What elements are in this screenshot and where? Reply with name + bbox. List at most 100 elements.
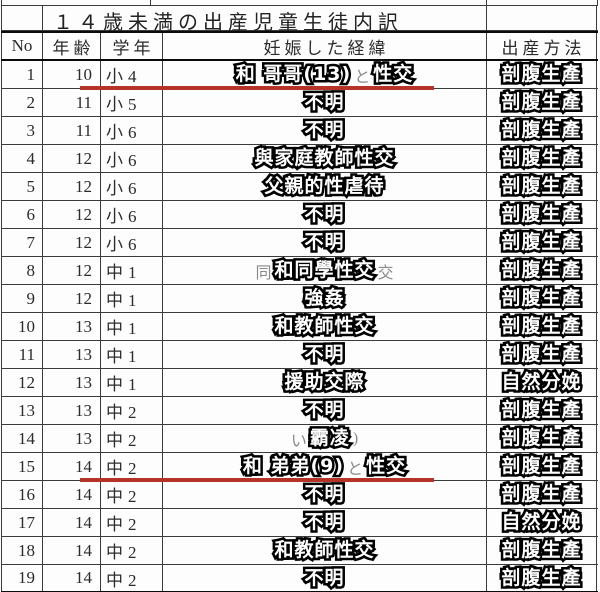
red-underline [80, 478, 434, 482]
method-overlay-text: 剖腹生產 [499, 230, 583, 254]
cause-ghost-text: 同 [255, 264, 272, 282]
cell-age: 12 [43, 145, 101, 172]
cell-method: 剖腹生產 [487, 341, 597, 368]
cell-method: 自然分娩 [487, 369, 597, 396]
cell-no: 15 [1, 453, 43, 480]
cell-age: 14 [43, 537, 101, 564]
method-overlay-text: 剖腹生產 [499, 202, 583, 226]
cell-method: 剖腹生產 [487, 313, 597, 340]
cell-no: 3 [1, 117, 43, 144]
cell-cause: 援助交際 [163, 369, 487, 396]
method-overlay-text: 剖腹生產 [499, 258, 583, 282]
cause-overlay-text: 和同學性交 [272, 258, 376, 282]
table-row: 10 13 中1 和教師性交 剖腹生產 [1, 313, 598, 341]
method-overlay-text: 剖腹生產 [499, 118, 583, 142]
cause-overlay-text: 父親的性虐待 [262, 174, 386, 198]
cause-overlay-text: 霸凌 [307, 426, 351, 450]
cell-grade: 小6 [101, 145, 163, 172]
cell-age: 13 [43, 425, 101, 452]
cell-cause: 不明 [163, 509, 487, 536]
title-left-empty-cell [1, 6, 43, 35]
cell-no: 17 [1, 509, 43, 536]
cell-cause: 和 哥哥(13) と性交 [163, 61, 487, 88]
cell-grade: 中1 [101, 341, 163, 368]
cell-age: 13 [43, 313, 101, 340]
cell-cause: 不明 [163, 565, 487, 591]
cell-no: 14 [1, 425, 43, 452]
cell-age: 10 [43, 61, 101, 88]
cell-grade: 中2 [101, 397, 163, 424]
cell-age: 12 [43, 229, 101, 256]
table-row: 3 11 小6 不明 剖腹生產 [1, 117, 598, 145]
cell-cause: 不明 [163, 89, 487, 116]
cell-no: 18 [1, 537, 43, 564]
cropped-row-top [1, 0, 598, 6]
cell-grade: 中1 [101, 313, 163, 340]
title-row: １４歳未満の出産児童生徒内訳 [1, 6, 598, 35]
cause-ghost-text: い [290, 432, 307, 450]
cell-age: 12 [43, 173, 101, 200]
cell-grade: 中1 [101, 369, 163, 396]
cell-no: 11 [1, 341, 43, 368]
cause-ghost-text: ) [352, 429, 359, 447]
table-row: 1 10 小4 和 哥哥(13) と性交 剖腹生產 [1, 61, 598, 90]
cell-cause: 不明 [163, 201, 487, 228]
cell-no: 12 [1, 369, 43, 396]
cause-overlay-text: 與家庭教師性交 [252, 146, 396, 170]
cell-cause: 同和同學性交交 [163, 257, 487, 284]
cell-grade: 中2 [101, 425, 163, 452]
cause-ghost-text: 交 [377, 264, 394, 282]
cell-age: 13 [43, 369, 101, 396]
table-row: 9 12 中1 強姦 剖腹生產 [1, 285, 598, 313]
header-no: No [1, 33, 43, 59]
cell-method: 剖腹生產 [487, 565, 597, 591]
cause-overlay-text: 性交 [364, 454, 408, 478]
table-row: 8 12 中1 同和同學性交交 剖腹生產 [1, 257, 598, 285]
method-overlay-text: 剖腹生產 [499, 146, 583, 170]
cell-age: 13 [43, 397, 101, 424]
method-overlay-text: 剖腹生產 [499, 342, 583, 366]
table-row: 14 13 中2 い霸凌) 剖腹生產 [1, 425, 598, 453]
cell-grade: 小6 [101, 201, 163, 228]
cause-ghost-text: と [354, 68, 371, 86]
cell-cause: い霸凌) [163, 425, 487, 452]
cell-method: 自然分娩 [487, 509, 597, 536]
header-age: 年齢 [43, 33, 101, 59]
cell-method: 剖腹生產 [487, 425, 597, 452]
table-row: 4 12 小6 與家庭教師性交 剖腹生產 [1, 145, 598, 173]
cause-overlay-text: 和教師性交 [272, 314, 376, 338]
method-overlay-text: 剖腹生產 [499, 482, 583, 506]
cause-overlay-text: 不明 [302, 510, 346, 534]
cell-method: 剖腹生產 [487, 201, 597, 228]
cell-no: 19 [1, 565, 43, 591]
table-row: 15 14 中2 和 弟弟(9) と性交 剖腹生產 [1, 453, 598, 482]
cropped-cell [1, 0, 151, 5]
cell-grade: 中2 [101, 453, 163, 480]
red-underline [80, 86, 434, 90]
cell-grade: 小6 [101, 229, 163, 256]
cell-age: 12 [43, 201, 101, 228]
cell-cause: 與家庭教師性交 [163, 145, 487, 172]
cause-overlay-text: 和 弟弟(9) [240, 454, 345, 478]
header-grade: 学年 [101, 33, 163, 59]
cause-overlay-text: 不明 [302, 342, 346, 366]
table-body: 1 10 小4 和 哥哥(13) と性交 剖腹生產 2 11 小5 不明 剖腹生產… [1, 61, 598, 592]
table-row: 19 14 中2 不明 剖腹生產 [1, 565, 598, 592]
cause-overlay-text: 不明 [302, 90, 346, 114]
cell-no: 16 [1, 481, 43, 508]
cell-age: 13 [43, 341, 101, 368]
cell-no: 4 [1, 145, 43, 172]
method-overlay-text: 剖腹生產 [499, 454, 583, 478]
cell-method: 剖腹生產 [487, 173, 597, 200]
cell-age: 11 [43, 117, 101, 144]
cause-overlay-text: 不明 [302, 482, 346, 506]
cell-no: 13 [1, 397, 43, 424]
method-overlay-text: 剖腹生產 [499, 174, 583, 198]
cell-cause: 不明 [163, 341, 487, 368]
cell-cause: 父親的性虐待 [163, 173, 487, 200]
cell-method: 剖腹生產 [487, 257, 597, 284]
cell-no: 10 [1, 313, 43, 340]
cause-overlay-text: 強姦 [302, 286, 346, 310]
